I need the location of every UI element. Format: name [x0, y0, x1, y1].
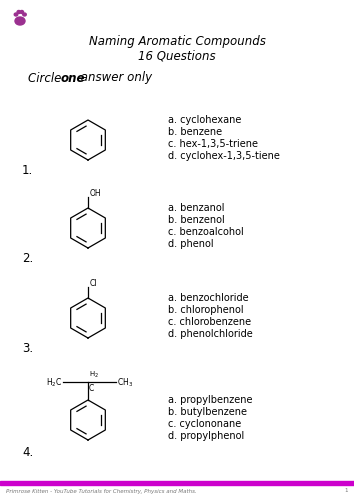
Text: 2.: 2. [22, 252, 33, 264]
Text: 1: 1 [344, 488, 348, 494]
Text: Cl: Cl [90, 280, 97, 288]
Text: d. phenolchloride: d. phenolchloride [168, 329, 253, 339]
Text: Circle: Circle [28, 72, 65, 85]
Text: d. phenol: d. phenol [168, 239, 213, 249]
Text: a. benzochloride: a. benzochloride [168, 293, 249, 303]
Text: Primrose Kitten - YouTube Tutorials for Chemistry, Physics and Maths.: Primrose Kitten - YouTube Tutorials for … [6, 488, 197, 494]
Text: a. propylbenzene: a. propylbenzene [168, 395, 252, 405]
Ellipse shape [15, 17, 25, 25]
Ellipse shape [23, 13, 26, 16]
Text: a. benzanol: a. benzanol [168, 203, 224, 213]
Text: 1.: 1. [22, 164, 33, 176]
Text: H$_2$: H$_2$ [89, 370, 99, 380]
Text: Naming Aromatic Compounds: Naming Aromatic Compounds [88, 36, 266, 49]
Text: one: one [61, 72, 86, 85]
Text: answer only: answer only [77, 72, 152, 85]
Text: CH$_3$: CH$_3$ [117, 377, 133, 389]
Text: d. cyclohex-1,3,5-tiene: d. cyclohex-1,3,5-tiene [168, 151, 280, 161]
Text: 4.: 4. [22, 446, 33, 458]
Text: H$_2$C: H$_2$C [46, 377, 62, 389]
Text: a. cyclohexane: a. cyclohexane [168, 115, 241, 125]
Ellipse shape [14, 13, 18, 16]
Text: 3.: 3. [22, 342, 33, 354]
Text: b. chlorophenol: b. chlorophenol [168, 305, 244, 315]
Ellipse shape [20, 10, 24, 14]
Text: c. hex-1,3,5-triene: c. hex-1,3,5-triene [168, 139, 258, 149]
Text: c. benzoalcohol: c. benzoalcohol [168, 227, 244, 237]
Text: 16 Questions: 16 Questions [138, 50, 216, 62]
Text: d. propylphenol: d. propylphenol [168, 431, 244, 441]
Text: b. butylbenzene: b. butylbenzene [168, 407, 247, 417]
Bar [0, 481, 354, 485]
Text: c. cyclononane: c. cyclononane [168, 419, 241, 429]
Text: b. benzene: b. benzene [168, 127, 222, 137]
Ellipse shape [17, 10, 21, 14]
Text: c. chlorobenzene: c. chlorobenzene [168, 317, 251, 327]
Text: C: C [89, 384, 94, 393]
Text: b. benzenol: b. benzenol [168, 215, 225, 225]
Text: OH: OH [90, 190, 102, 198]
